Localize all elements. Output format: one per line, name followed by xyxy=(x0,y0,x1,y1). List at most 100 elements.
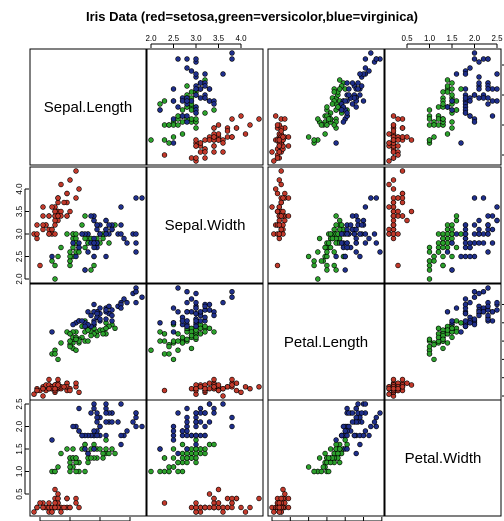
point-setosa xyxy=(399,190,406,197)
point-virginica xyxy=(193,110,199,116)
point-virginica xyxy=(193,323,199,330)
point-virginica xyxy=(91,446,97,452)
point-versicolor xyxy=(170,455,177,461)
point-virginica xyxy=(471,289,478,295)
point-virginica xyxy=(76,244,82,251)
point-virginica xyxy=(103,217,109,224)
point-versicolor xyxy=(440,253,446,260)
point-virginica xyxy=(91,235,97,242)
point-virginica xyxy=(346,423,352,430)
point-virginica xyxy=(360,217,367,224)
point-virginica xyxy=(82,267,88,273)
point-setosa xyxy=(390,204,397,210)
point-virginica xyxy=(133,231,139,237)
point-versicolor xyxy=(316,455,323,461)
point-virginica xyxy=(133,289,139,295)
point-versicolor xyxy=(453,318,460,324)
panel-petal-width-vs-petal-width: Petal.Width xyxy=(384,399,502,517)
point-versicolor xyxy=(73,459,79,466)
point-setosa xyxy=(67,177,73,183)
point-setosa xyxy=(399,199,406,206)
point-virginica xyxy=(449,107,455,113)
point-versicolor xyxy=(166,464,172,470)
point-setosa xyxy=(285,495,292,502)
point-versicolor xyxy=(166,351,172,357)
point-versicolor xyxy=(67,468,73,475)
point-virginica xyxy=(377,410,383,416)
point-versicolor xyxy=(188,455,195,461)
point-setosa xyxy=(193,155,199,161)
point-setosa xyxy=(220,504,226,511)
point-versicolor xyxy=(70,446,76,452)
point-virginica xyxy=(353,240,359,246)
point-virginica xyxy=(471,195,478,201)
point-setosa xyxy=(215,500,222,506)
point-virginica xyxy=(373,195,379,201)
point-virginica xyxy=(73,253,79,260)
point-virginica xyxy=(49,329,55,335)
panel-frame xyxy=(267,166,385,284)
point-versicolor xyxy=(91,262,97,269)
point-virginica xyxy=(170,98,177,104)
point-versicolor xyxy=(64,446,70,452)
point-setosa xyxy=(280,195,286,201)
point-virginica xyxy=(476,290,482,297)
point-versicolor xyxy=(458,320,464,326)
point-virginica xyxy=(357,253,363,260)
point-virginica xyxy=(349,101,356,107)
point-versicolor xyxy=(58,244,64,251)
point-virginica xyxy=(480,289,487,295)
point-setosa xyxy=(215,131,222,137)
point-setosa xyxy=(211,143,217,149)
point-virginica xyxy=(94,410,100,416)
point-versicolor xyxy=(67,258,73,264)
point-virginica xyxy=(444,309,451,315)
point-versicolor xyxy=(331,262,337,269)
point-virginica xyxy=(485,226,491,233)
point-setosa xyxy=(390,376,397,383)
point-setosa xyxy=(52,500,58,506)
point-setosa xyxy=(40,386,46,392)
point-versicolor xyxy=(327,231,334,237)
point-virginica xyxy=(471,294,478,300)
point-virginica xyxy=(211,101,217,107)
point-versicolor xyxy=(202,110,208,116)
point-virginica xyxy=(184,98,190,104)
point-versicolor xyxy=(148,347,154,353)
point-virginica xyxy=(344,244,350,251)
point-virginica xyxy=(449,240,455,246)
panel-sepal-width-vs-sepal-length xyxy=(29,166,147,284)
point-versicolor xyxy=(202,323,208,330)
point-setosa xyxy=(399,116,406,122)
point-versicolor xyxy=(67,253,73,260)
point-setosa xyxy=(55,199,61,206)
tick-label: 3.0 xyxy=(15,228,24,240)
point-setosa xyxy=(34,504,40,511)
point-virginica xyxy=(91,301,97,308)
point-versicolor xyxy=(322,450,328,457)
point-setosa xyxy=(242,131,249,137)
point-versicolor xyxy=(206,325,213,331)
point-setosa xyxy=(229,495,235,502)
point-versicolor xyxy=(103,325,109,331)
point-virginica xyxy=(338,432,345,439)
point-virginica xyxy=(489,86,496,92)
point-setosa xyxy=(390,213,397,219)
point-versicolor xyxy=(188,446,195,452)
point-setosa xyxy=(55,382,61,388)
point-virginica xyxy=(357,92,363,98)
point-setosa xyxy=(278,168,284,174)
point-virginica xyxy=(118,231,124,237)
point-virginica xyxy=(202,410,208,416)
point-virginica xyxy=(485,303,491,309)
point-setosa xyxy=(229,500,235,506)
point-versicolor xyxy=(331,122,337,128)
point-setosa xyxy=(386,386,392,392)
point-versicolor xyxy=(103,446,109,452)
point-virginica xyxy=(494,71,500,77)
point-virginica xyxy=(348,222,354,228)
point-setosa xyxy=(202,149,208,155)
point-setosa xyxy=(73,380,79,386)
point-versicolor xyxy=(161,331,168,337)
point-virginica xyxy=(94,414,100,421)
